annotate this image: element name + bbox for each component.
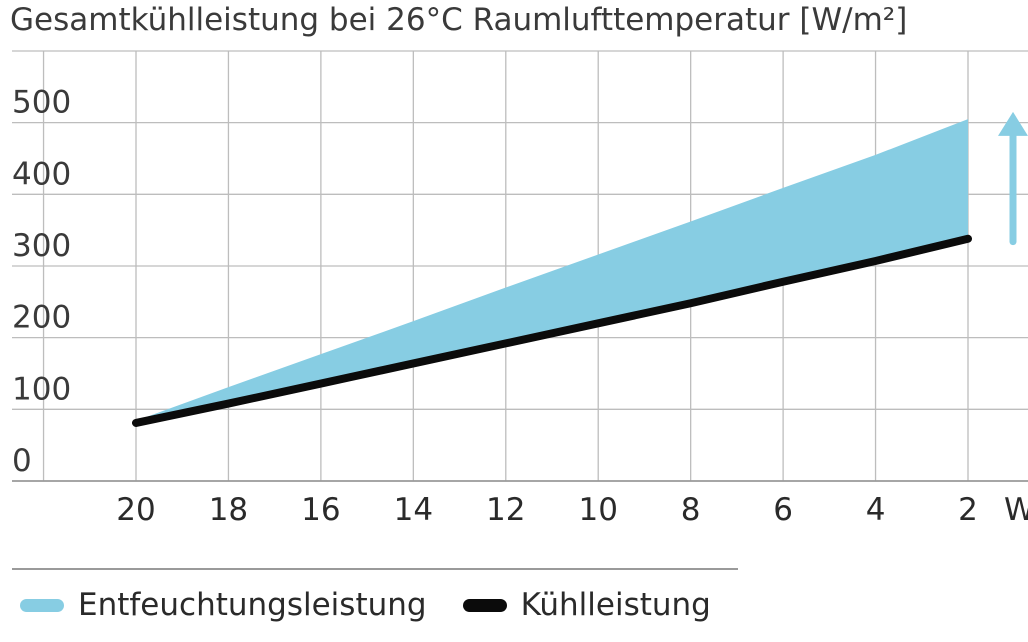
legend: Entfeuchtungsleistung Kühlleistung: [20, 585, 747, 625]
y-tick-label: 100: [12, 371, 71, 407]
arrow-up-icon: [998, 111, 1028, 136]
legend-item-kuehlleistung: Kühlleistung: [462, 587, 711, 623]
x-tick-label: 14: [394, 492, 433, 528]
x-tick-label: 20: [116, 492, 155, 528]
y-tick-label: 0: [12, 443, 32, 479]
chart-title: Gesamtkühlleistung bei 26°C Raumlufttemp…: [10, 2, 908, 38]
x-tick-label: 8: [681, 492, 701, 528]
x-tick-label: 10: [578, 492, 617, 528]
series-kuehlleistung-line: [132, 234, 972, 427]
y-tick-label: 200: [12, 300, 71, 336]
x-tick-label: 18: [209, 492, 248, 528]
legend-separator: [12, 568, 738, 570]
legend-label-entfeuchtung: Entfeuchtungsleistung: [78, 587, 427, 623]
y-tick-label: 300: [12, 228, 71, 264]
x-tick-label: 16: [301, 492, 340, 528]
series-entfeuchtungsleistung-band: [136, 119, 968, 423]
legend-label-kuehlleistung: Kühlleistung: [520, 587, 711, 623]
x-tick-label: 12: [486, 492, 525, 528]
x-tick-label: 4: [866, 492, 886, 528]
legend-swatch-entfeuchtung: [20, 598, 64, 612]
y-tick-label: 500: [12, 85, 71, 121]
x-unit-label: W: [1004, 492, 1028, 528]
legend-swatch-kuehlleistung: [462, 598, 507, 612]
x-tick-label: 6: [773, 492, 793, 528]
legend-item-entfeuchtung: Entfeuchtungsleistung: [20, 587, 427, 623]
x-tick-label: 2: [958, 492, 978, 528]
y-tick-label: 400: [12, 156, 71, 192]
